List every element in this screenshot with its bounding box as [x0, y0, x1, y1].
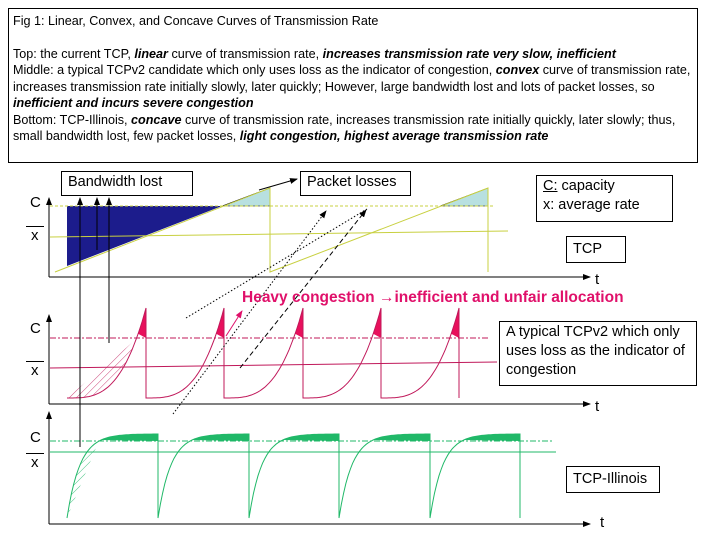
arrow-packet-losses-dotted — [185, 208, 368, 319]
arrow-packet-losses-middle — [239, 209, 367, 369]
caption-middle: Middle: a typical TCPv2 candidate which … — [13, 62, 693, 112]
text: linear — [134, 46, 168, 61]
rate-curve — [54, 187, 489, 273]
bandwidth-lost-area — [67, 441, 99, 518]
arrow-packet-losses-top — [258, 178, 298, 191]
illinois-panel — [46, 411, 591, 527]
illinois-label: TCP-Illinois — [566, 466, 660, 493]
packet-loss-area — [282, 434, 339, 441]
tcpv2-label: A typical TCPv2 which only uses loss as … — [499, 321, 697, 386]
caption-top: Top: the current TCP, linear curve of tr… — [13, 46, 693, 63]
legend-c: C: — [543, 178, 558, 194]
heavy-congestion-note: Heavy congestion →inefficient and unfair… — [242, 289, 624, 306]
legend-box: C: capacity x: average rate — [536, 175, 673, 222]
axis-x-bot: x — [26, 453, 44, 471]
tcp-label: TCP — [566, 236, 626, 263]
axis-c-mid: C — [30, 320, 41, 337]
axis-c-top: C — [30, 194, 41, 211]
packet-losses-label: Packet losses — [300, 171, 411, 196]
axis-t-top: t — [595, 271, 600, 288]
annotation-arrows — [77, 178, 368, 447]
legend-x: x: average rate — [543, 197, 640, 213]
caption-box: Fig 1: Linear, Convex, and Concave Curve… — [8, 8, 698, 163]
axis-t-bot: t — [600, 514, 605, 531]
text: light congestion, highest average transm… — [239, 129, 549, 143]
axis-c-bot: C — [30, 429, 41, 446]
caption-bottom: Bottom: TCP-Illinois, concave curve of t… — [13, 112, 693, 145]
axis-x-mid: x — [26, 361, 44, 379]
average-rate-line — [49, 230, 509, 238]
text: curve of transmission rate, increases tr… — [13, 63, 691, 94]
packet-loss-area — [101, 434, 158, 441]
text: curve of transmission rate, — [167, 46, 323, 61]
text: curve of transmission rate, increases tr… — [13, 112, 676, 144]
text: increases transmission rate very slow, i… — [322, 46, 616, 61]
arrow-packet-losses-bottom — [172, 210, 327, 415]
bandwidth-lost-label: Bandwidth lost — [61, 171, 193, 196]
bandwidth-lost-area — [67, 338, 137, 398]
text: concave — [131, 112, 182, 127]
legend-c-text: capacity — [557, 178, 615, 194]
tcp-panel — [46, 187, 591, 280]
caption-title: Fig 1: Linear, Convex, and Concave Curve… — [13, 14, 379, 28]
packet-loss-area — [463, 434, 520, 441]
arrow-heavy-congestion — [225, 310, 243, 337]
axis-x-top: x — [26, 226, 44, 244]
rate-curve — [67, 307, 460, 399]
axis-t-mid: t — [595, 398, 600, 415]
tcpv2-panel — [46, 307, 591, 407]
text: Top: the current TCP, — [13, 46, 135, 61]
rate-curve — [66, 433, 521, 519]
text: Middle: a typical TCPv2 candidate which … — [13, 63, 496, 77]
packet-loss-area — [192, 434, 249, 441]
packet-loss-area — [373, 434, 430, 441]
text: Bottom: TCP-Illinois, — [13, 112, 132, 127]
text: inefficient and incurs severe congestion — [13, 96, 254, 110]
text: convex — [495, 63, 540, 77]
average-rate-line — [49, 361, 498, 369]
